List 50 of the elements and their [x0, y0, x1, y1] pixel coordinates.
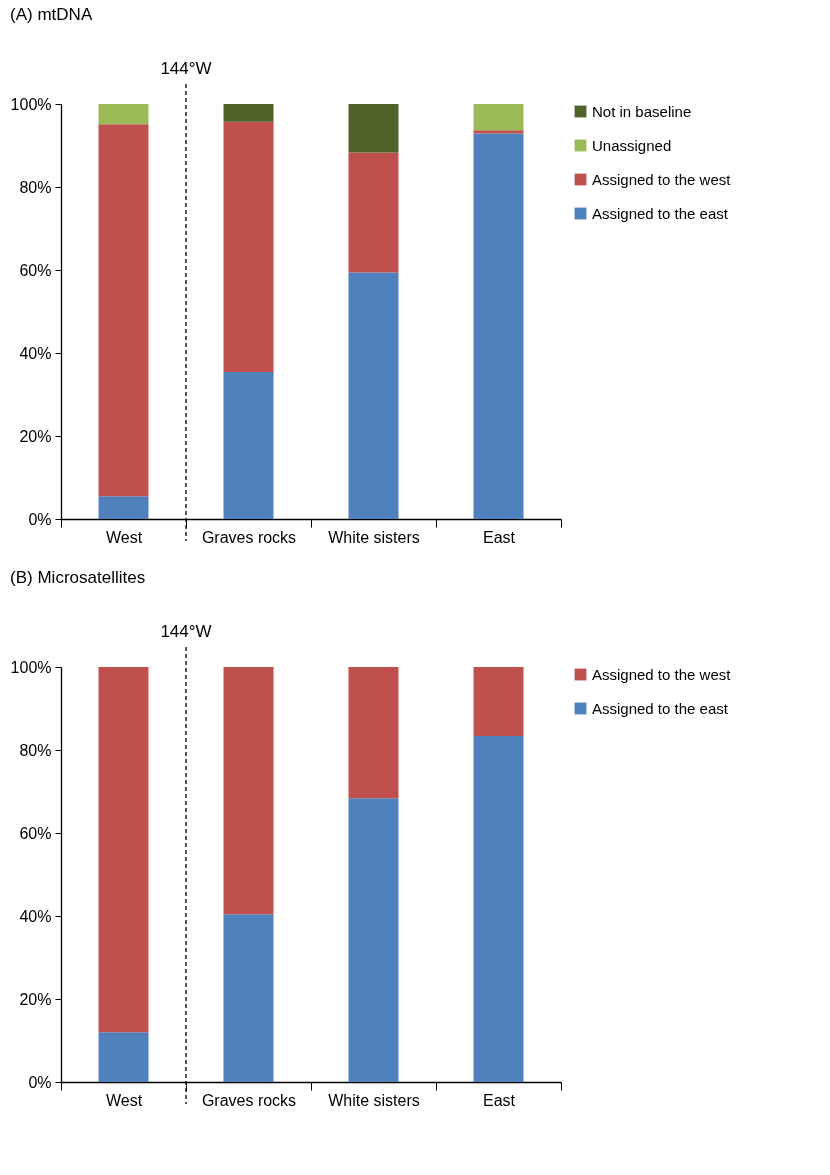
bar [473, 735, 524, 1082]
y-tick-label: 100% [10, 95, 52, 113]
legend-label: Assigned to the east [592, 204, 729, 222]
bar [98, 667, 149, 1033]
y-tick-label: 20% [19, 990, 52, 1008]
bar [473, 130, 524, 134]
text: 144°W [160, 622, 212, 641]
x-tick-label: White sisters [328, 528, 420, 546]
legend-label: Assigned to the west [592, 665, 732, 683]
y-tick-label: 0% [28, 1073, 52, 1091]
x-tick-label: Graves rocks [201, 528, 297, 546]
y-tick-label: 60% [19, 261, 52, 279]
legend-label: Unassigned [592, 136, 672, 154]
legend-label: Assigned to the west [592, 170, 732, 188]
y-tick-label: 80% [19, 741, 52, 759]
bar [473, 133, 524, 519]
bar [348, 667, 399, 799]
y-tick-label: 40% [19, 907, 52, 925]
y-tick-label: 80% [19, 178, 52, 196]
x-tick-label: Graves rocks [201, 1091, 297, 1109]
bar [223, 104, 274, 122]
y-tick-label: 60% [19, 824, 52, 842]
bar [473, 667, 524, 736]
bar [348, 104, 399, 153]
bar [98, 496, 149, 519]
chart-title: (A) mtDNA [10, 5, 93, 24]
y-tick-label: 20% [19, 427, 52, 445]
x-tick-label: East [482, 528, 516, 546]
bar [98, 1032, 149, 1082]
chart-title: (B) Microsatellites [10, 568, 146, 587]
text: 144°W [160, 59, 212, 78]
x-tick-label: West [105, 1091, 143, 1109]
bar [98, 124, 149, 497]
bar [98, 104, 149, 125]
y-tick-label: 0% [28, 510, 52, 528]
bar [348, 798, 399, 1082]
x-tick-label: White sisters [328, 1091, 420, 1109]
bar [223, 914, 274, 1082]
bar [348, 272, 399, 519]
bar [223, 121, 274, 373]
bar [223, 667, 274, 915]
x-tick-label: West [105, 528, 143, 546]
bar [348, 152, 399, 273]
legend-label: Assigned to the east [592, 699, 729, 717]
y-tick-label: 100% [10, 658, 52, 676]
legend-label: Not in baseline [592, 102, 692, 120]
y-tick-label: 40% [19, 344, 52, 362]
bar [223, 372, 274, 519]
x-tick-label: East [482, 1091, 516, 1109]
bar [473, 104, 524, 131]
